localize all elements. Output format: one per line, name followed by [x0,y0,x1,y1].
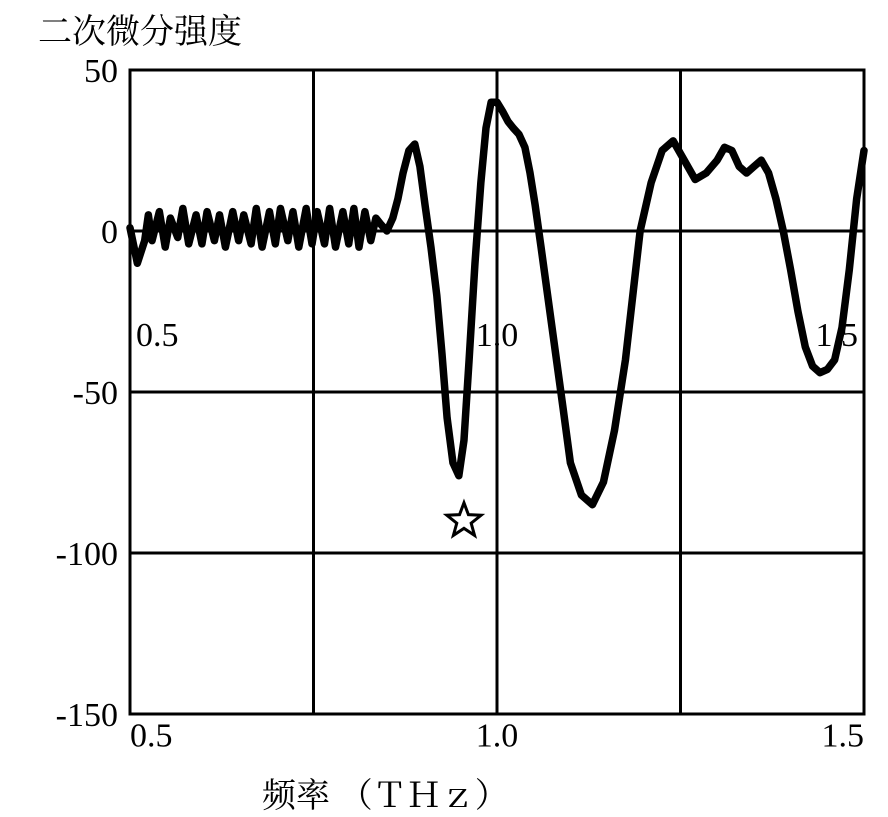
x-tick-label: 1.0 [476,317,519,354]
page: { "chart": { "type": "line", "title": "二… [0,0,888,816]
x-tick-label-bottom: 1.5 [822,717,865,754]
y-tick-label: 0 [101,214,118,251]
x-tick-label-bottom: 1.0 [476,717,519,754]
y-tick-label: -50 [73,375,118,412]
y-tick-label: 50 [84,53,118,90]
chart-plot: -150 -100 -50 0 50 0.5 1.0 1.5 0.5 1.0 1.5 [0,0,888,816]
x-tick-label: 0.5 [136,317,179,354]
x-tick-label: 1.5 [816,317,859,354]
x-tick-label-bottom: 0.5 [130,717,173,754]
x-axis-label: 频率 （ＴＨｚ） [262,768,509,817]
y-tick-label: -100 [56,536,118,573]
y-tick-label: -150 [56,697,118,734]
